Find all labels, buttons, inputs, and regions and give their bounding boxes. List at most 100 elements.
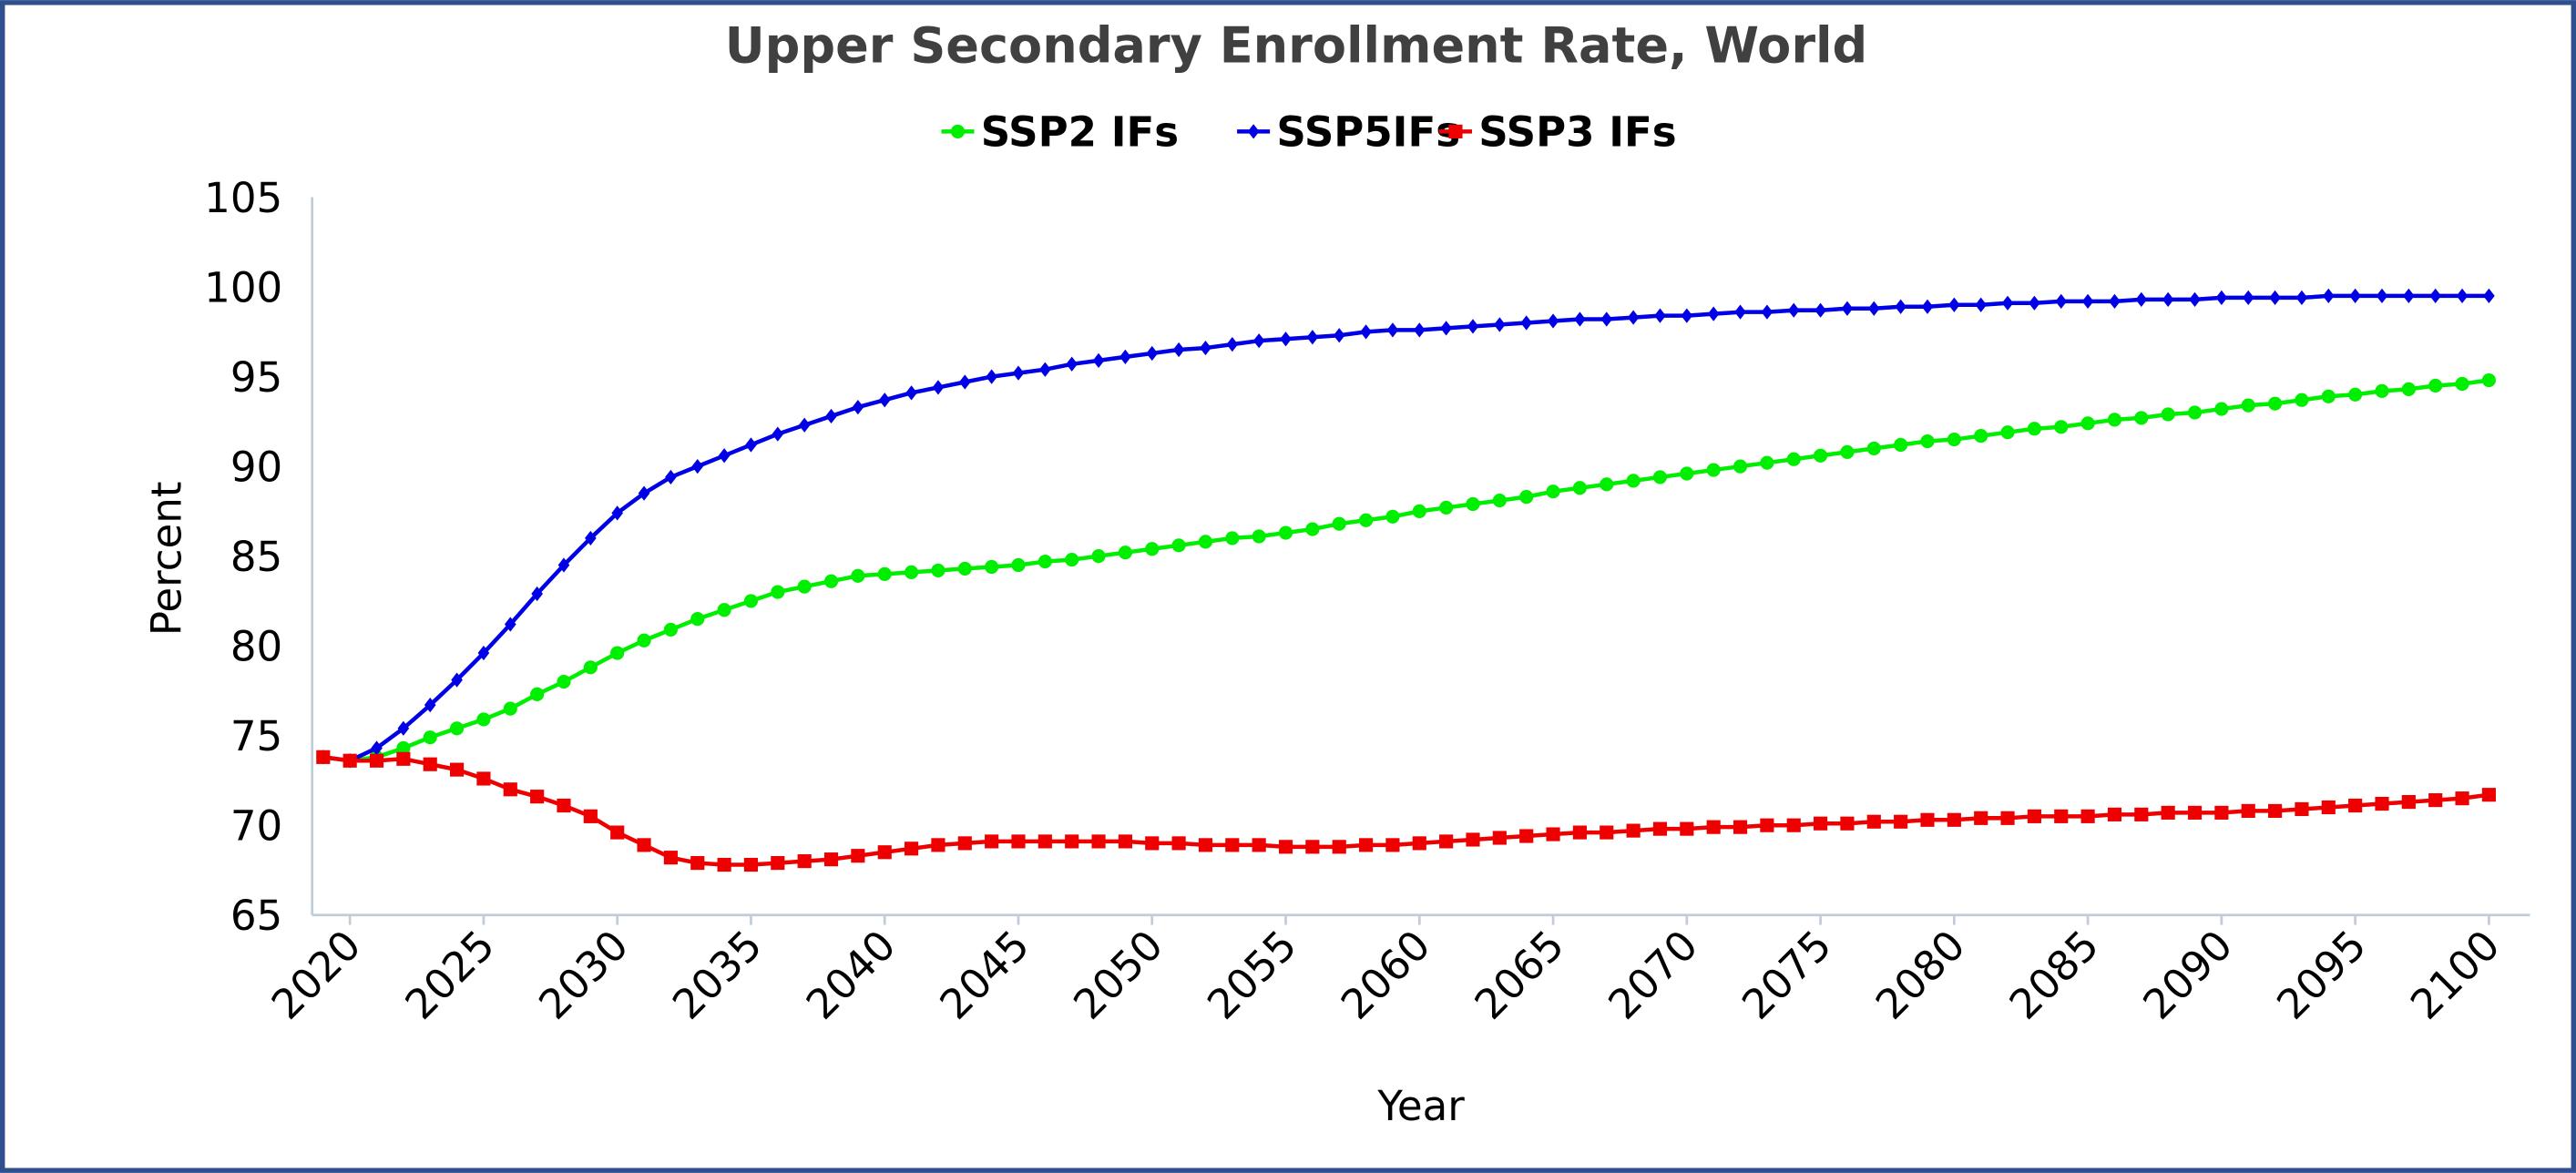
data-point xyxy=(2268,396,2283,411)
data-point xyxy=(1413,322,1426,338)
data-point xyxy=(2428,378,2443,393)
data-point xyxy=(371,740,383,756)
data-point xyxy=(1225,531,1240,546)
data-point xyxy=(1627,310,1640,325)
data-point xyxy=(2080,416,2095,431)
data-point xyxy=(1118,546,1132,560)
data-point xyxy=(2376,288,2388,304)
data-point xyxy=(530,687,545,701)
data-point xyxy=(1948,297,1960,312)
legend-marker xyxy=(1247,124,1260,139)
data-point xyxy=(530,790,545,804)
y-tick-label: 75 xyxy=(230,712,282,760)
data-point xyxy=(610,825,625,840)
data-point xyxy=(2375,796,2389,811)
x-axis-label: Year xyxy=(1376,1082,1465,1130)
data-point xyxy=(1385,838,1400,852)
data-point xyxy=(1600,311,1613,327)
data-point xyxy=(2295,393,2309,407)
data-point xyxy=(2161,407,2175,422)
data-point xyxy=(1038,554,1052,569)
data-point xyxy=(2375,383,2389,398)
data-point xyxy=(1867,301,1880,316)
data-point xyxy=(1012,365,1025,381)
data-point xyxy=(797,854,812,869)
data-point xyxy=(2456,288,2469,304)
data-point xyxy=(1440,321,1452,336)
data-point xyxy=(2054,809,2069,823)
data-point xyxy=(423,730,437,745)
data-point xyxy=(476,771,491,786)
data-point xyxy=(1680,821,1694,836)
data-point xyxy=(2027,809,2041,823)
data-point xyxy=(2189,291,2201,307)
data-point xyxy=(1974,429,1988,444)
data-point xyxy=(2000,811,2015,825)
data-point xyxy=(931,563,946,577)
data-point xyxy=(2481,372,2496,388)
data-point xyxy=(1894,814,1908,829)
data-point xyxy=(958,374,971,390)
data-point xyxy=(1974,811,1988,825)
y-tick-label: 65 xyxy=(230,892,282,940)
data-point xyxy=(1786,818,1801,832)
data-point xyxy=(2000,425,2015,440)
y-tick-label: 85 xyxy=(230,533,282,581)
data-point xyxy=(852,399,864,415)
data-point xyxy=(2321,800,2336,815)
data-point xyxy=(531,586,543,602)
data-point xyxy=(2162,291,2174,307)
data-point xyxy=(1787,302,1800,318)
data-point xyxy=(1198,838,1213,852)
data-point xyxy=(1546,484,1560,499)
data-point xyxy=(1145,542,1160,556)
data-point xyxy=(2241,398,2255,413)
data-point xyxy=(1171,538,1186,553)
data-point xyxy=(2029,295,2040,311)
series-ssp2-ifs xyxy=(316,372,2496,768)
series-ssp5ifs xyxy=(317,288,2495,769)
data-point xyxy=(423,757,437,771)
data-point xyxy=(663,622,678,637)
data-point xyxy=(2349,288,2361,304)
data-point xyxy=(1359,513,1374,527)
data-point xyxy=(1572,481,1587,495)
data-point xyxy=(771,585,785,599)
data-point xyxy=(1039,362,1051,377)
data-point xyxy=(2401,382,2416,396)
data-point xyxy=(1574,311,1586,327)
data-point xyxy=(1707,306,1720,321)
data-point xyxy=(957,561,972,576)
data-point xyxy=(1305,840,1320,854)
y-tick-label: 90 xyxy=(230,443,282,491)
data-point xyxy=(2455,791,2469,806)
data-point xyxy=(2321,389,2336,403)
data-point xyxy=(2214,402,2229,416)
data-point xyxy=(823,574,839,588)
data-point xyxy=(2187,805,2203,820)
data-point xyxy=(2242,290,2254,306)
data-point xyxy=(1439,500,1454,515)
data-point xyxy=(825,408,837,424)
data-point xyxy=(2215,290,2228,306)
data-point xyxy=(663,851,678,865)
data-point xyxy=(772,426,784,442)
data-point xyxy=(798,417,811,433)
data-point xyxy=(1225,838,1240,852)
data-point xyxy=(1252,529,1266,544)
data-point xyxy=(931,838,946,852)
data-point xyxy=(1252,838,1266,852)
data-point xyxy=(690,855,705,871)
y-tick-label: 80 xyxy=(230,622,282,670)
data-point xyxy=(1092,352,1105,368)
data-point xyxy=(877,845,892,860)
data-point xyxy=(1546,827,1560,842)
data-point xyxy=(1385,509,1400,524)
legend-item: SSP5IFs xyxy=(1237,108,1460,157)
data-point xyxy=(1439,834,1454,849)
data-point xyxy=(2403,288,2415,304)
data-point xyxy=(2081,293,2094,309)
data-point xyxy=(1920,434,1935,449)
series-group xyxy=(316,288,2496,872)
data-point xyxy=(1814,448,1828,463)
